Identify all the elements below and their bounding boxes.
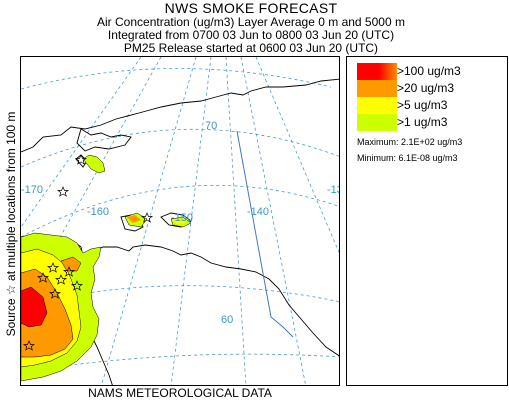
lon-label-160: -160 <box>87 206 109 218</box>
legend-swatch-100 <box>357 63 397 80</box>
legend-item-20: >20 ug/m3 <box>357 80 497 97</box>
legend-swatch-5 <box>357 97 397 114</box>
data-source-footer: NAMS METEOROLOGICAL DATA <box>88 386 272 400</box>
legend-item-1: >1 ug/m3 <box>357 114 497 131</box>
smoke-plume-southwest <box>21 232 102 382</box>
subtitle-release: PM25 Release started at 0600 03 Jun 20 (… <box>123 41 379 55</box>
legend-item-100: >100 ug/m3 <box>357 63 497 80</box>
source-label-text: Source ☆ at multiple locations from 100 … <box>4 111 18 337</box>
lat-label-60: 60 <box>221 314 233 326</box>
smoke-plume-north <box>82 154 106 174</box>
legend-swatch-20 <box>357 80 397 97</box>
legend-swatch-1 <box>357 114 397 131</box>
legend-label-100: >100 ug/m3 <box>397 64 461 78</box>
lat-label-70: 70 <box>205 120 217 132</box>
concentration-legend: >100 ug/m3 >20 ug/m3 >5 ug/m3 >1 ug/m3 M… <box>346 56 508 386</box>
source-markers <box>22 154 154 351</box>
lon-label-130: -130 <box>327 184 340 196</box>
legend-minimum: Minimum: 6.1E-08 ug/m3 <box>357 153 458 163</box>
legend-item-5: >5 ug/m3 <box>357 97 497 114</box>
lon-label-170: -170 <box>21 184 43 196</box>
lon-label-150: -150 <box>171 212 193 224</box>
legend-maximum: Maximum: 2.1E+02 ug/m3 <box>357 137 463 147</box>
subtitle-integration: Integrated from 0700 03 Jun to 0800 03 J… <box>107 28 395 42</box>
legend-label-1: >1 ug/m3 <box>397 115 448 129</box>
map-graticule <box>21 57 339 385</box>
page-title: NWS SMOKE FORECAST <box>164 0 338 16</box>
map-canvas: -170 -160 -150 -140 -130 70 60 <box>21 57 340 385</box>
smoke-map[interactable]: -170 -160 -150 -140 -130 70 60 <box>20 56 340 386</box>
lon-label-140: -140 <box>247 206 269 218</box>
legend-label-20: >20 ug/m3 <box>397 81 455 95</box>
legend-label-5: >5 ug/m3 <box>397 98 448 112</box>
us-canada-border <box>236 130 294 338</box>
subtitle-concentration: Air Concentration (ug/m3) Layer Average … <box>97 15 405 29</box>
